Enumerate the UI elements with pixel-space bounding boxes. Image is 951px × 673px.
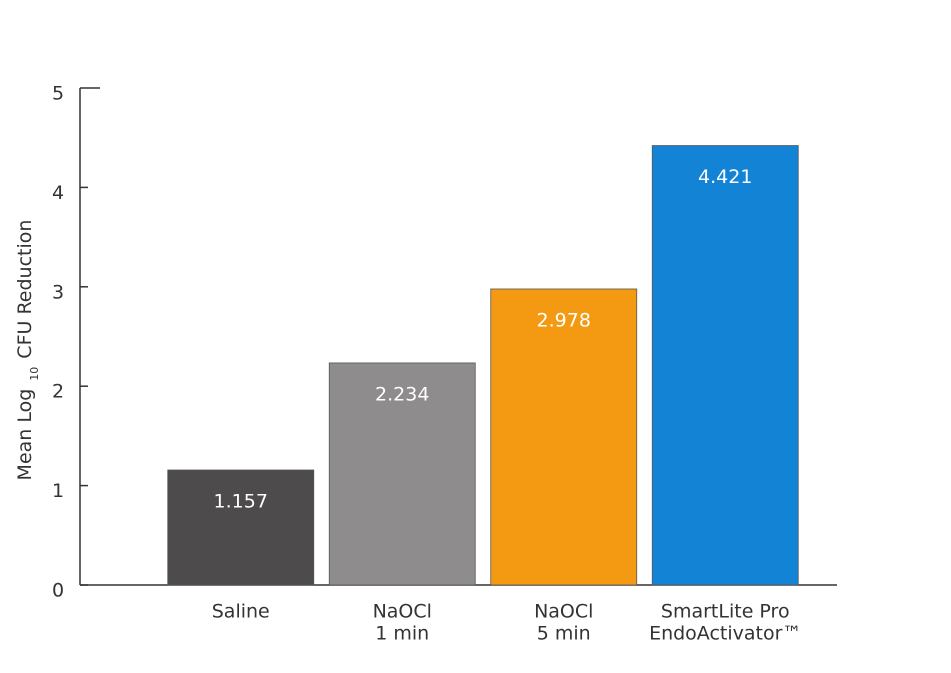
y-tick-label: 3	[52, 281, 64, 303]
bar	[328, 362, 476, 586]
y-tick-label: 4	[52, 182, 64, 204]
x-tick-label: 5 min	[537, 623, 591, 645]
x-tick-label: SmartLite Pro	[661, 601, 790, 623]
x-tick-label: 1 min	[375, 623, 429, 645]
value-label: 4.421	[698, 166, 752, 188]
x-tick-label: NaOCl	[373, 601, 432, 623]
y-label-part: Mean Log	[14, 389, 36, 481]
y-tick-label: 0	[52, 580, 64, 602]
y-tick-label: 2	[52, 381, 64, 403]
y-label-sub: 10	[28, 367, 41, 381]
x-tick-label: EndoActivator™	[649, 623, 801, 645]
y-tick-label: 5	[52, 83, 64, 105]
x-tick-label: NaOCl	[534, 601, 593, 623]
value-label: 2.978	[537, 309, 591, 331]
y-label-part: CFU Reduction	[14, 220, 36, 359]
y-tick-label: 1	[52, 480, 64, 502]
bar	[490, 288, 638, 586]
bar	[651, 145, 799, 586]
bar	[167, 469, 315, 586]
value-label: 2.234	[375, 383, 429, 405]
y-axis-label: Mean Log 10 CFU Reduction	[14, 220, 42, 481]
x-tick-label: Saline	[212, 601, 270, 623]
value-label: 1.157	[214, 490, 268, 512]
